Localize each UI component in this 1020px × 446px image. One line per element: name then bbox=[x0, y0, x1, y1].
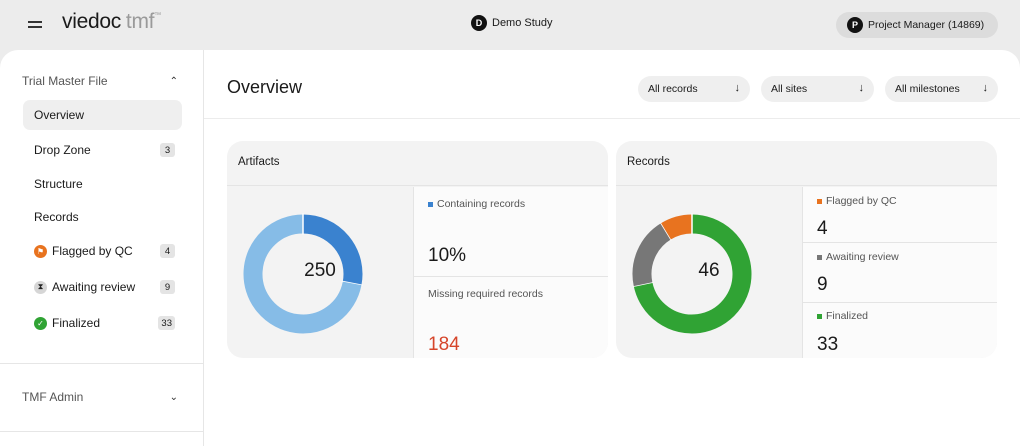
records-donut-gap-0 bbox=[632, 281, 654, 288]
chevron-up-icon[interactable]: ⌃ bbox=[169, 75, 178, 87]
logo-product: tmf bbox=[125, 10, 155, 33]
legend-swatch bbox=[817, 198, 822, 204]
filter-milestones[interactable]: All milestones ↓ bbox=[885, 76, 998, 102]
stat-label-text: Missing required records bbox=[428, 288, 543, 300]
sidebar-item-finalized[interactable]: ✓ Finalized 33 bbox=[23, 308, 182, 338]
sidebar-item-structure[interactable]: Structure bbox=[23, 169, 182, 199]
logo-brand: viedoc bbox=[62, 10, 121, 33]
study-avatar: D bbox=[471, 15, 487, 31]
sidebar-item-label: Awaiting review bbox=[52, 280, 136, 294]
stat-label-text: Finalized bbox=[826, 310, 869, 322]
stat-label: Containing records bbox=[428, 198, 525, 210]
section-title: Trial Master File bbox=[22, 74, 108, 88]
records-stats: Flagged by QC 4 Awaiting review 9 Finali… bbox=[802, 187, 997, 358]
stat-value: 184 bbox=[428, 334, 460, 355]
stat-label: Flagged by QC bbox=[817, 195, 897, 207]
count-badge: 33 bbox=[158, 316, 175, 330]
stat-label: Missing required records bbox=[428, 288, 543, 300]
user-menu[interactable]: P Project Manager (14869) bbox=[836, 12, 998, 38]
stat-value: 10% bbox=[428, 245, 467, 266]
top-bar: viedoc tmf™ D Demo Study P Project Manage… bbox=[0, 0, 1020, 50]
artifacts-stats: Containing records 10% Missing required … bbox=[413, 187, 608, 358]
sidebar: Trial Master File ⌃ Overview Drop Zone 3… bbox=[0, 50, 204, 446]
hourglass-icon: ⧗ bbox=[34, 280, 47, 294]
flag-icon: ⚑ bbox=[34, 244, 47, 258]
filter-sites[interactable]: All sites ↓ bbox=[761, 76, 874, 102]
arrow-down-icon: ↓ bbox=[858, 82, 865, 94]
count-badge: 9 bbox=[160, 280, 175, 294]
arrow-down-icon: ↓ bbox=[734, 82, 741, 94]
filter-label: All sites bbox=[771, 83, 808, 95]
stat-label: Finalized bbox=[817, 310, 868, 322]
study-selector[interactable]: D Demo Study bbox=[471, 15, 553, 31]
sidebar-item-label: Overview bbox=[34, 108, 85, 122]
legend-swatch bbox=[817, 313, 822, 319]
logo-trademark: ™ bbox=[154, 12, 161, 19]
artifacts-donut-segment-1[interactable] bbox=[243, 214, 362, 334]
stat-label: Awaiting review bbox=[817, 251, 899, 263]
sidebar-divider bbox=[0, 431, 203, 432]
stat-label-text: Containing records bbox=[437, 198, 526, 210]
records-donut bbox=[632, 213, 752, 334]
card-title: Artifacts bbox=[227, 141, 608, 186]
stat-label-text: Flagged by QC bbox=[826, 195, 897, 207]
artifacts-donut-segment-0[interactable] bbox=[302, 214, 363, 286]
artifacts-card: Artifacts 250 Containing records 10% Mis… bbox=[227, 141, 608, 358]
stat-containing-records[interactable]: Containing records 10% bbox=[414, 187, 608, 277]
sidebar-item-records[interactable]: Records bbox=[23, 202, 182, 232]
content-area: Overview All records ↓ All sites ↓ All m… bbox=[204, 50, 1020, 446]
main-panel: Trial Master File ⌃ Overview Drop Zone 3… bbox=[0, 50, 1020, 446]
stat-label-text: Awaiting review bbox=[826, 251, 899, 263]
sidebar-item-label: Records bbox=[34, 210, 79, 224]
stat-value: 33 bbox=[817, 334, 839, 355]
records-total: 46 bbox=[698, 260, 720, 281]
card-title: Records bbox=[616, 141, 997, 186]
study-name: Demo Study bbox=[492, 17, 553, 29]
artifacts-donut bbox=[243, 213, 363, 334]
sidebar-item-flagged-by-qc[interactable]: ⚑ Flagged by QC 4 bbox=[23, 236, 182, 266]
header-divider bbox=[204, 118, 1020, 119]
filter-records[interactable]: All records ↓ bbox=[638, 76, 750, 102]
sidebar-item-drop-zone[interactable]: Drop Zone 3 bbox=[23, 135, 182, 165]
user-avatar: P bbox=[847, 17, 863, 33]
stat-missing-required-records[interactable]: Missing required records 184 bbox=[414, 277, 608, 358]
section-tmf-admin[interactable]: TMF Admin ⌄ bbox=[22, 390, 178, 404]
records-donut-segment-1[interactable] bbox=[632, 223, 672, 287]
app-logo[interactable]: viedoc tmf™ bbox=[62, 10, 161, 34]
section-trial-master-file[interactable]: Trial Master File ⌃ bbox=[22, 74, 178, 88]
arrow-down-icon: ↓ bbox=[982, 82, 989, 94]
sidebar-item-label: Drop Zone bbox=[34, 143, 91, 157]
legend-swatch bbox=[428, 201, 433, 207]
sidebar-divider bbox=[0, 363, 203, 364]
records-donut-segment-2[interactable] bbox=[661, 214, 693, 240]
filter-label: All records bbox=[648, 83, 698, 95]
filter-label: All milestones bbox=[895, 83, 960, 95]
records-card: Records 46 Flagged by QC 4 Awaiting revi… bbox=[616, 141, 997, 358]
stat-value: 4 bbox=[817, 218, 828, 239]
chevron-down-icon[interactable]: ⌄ bbox=[169, 391, 178, 403]
count-badge: 3 bbox=[160, 143, 175, 157]
artifacts-total: 250 bbox=[304, 260, 336, 281]
legend-swatch bbox=[817, 254, 822, 260]
artifacts-chart[interactable]: 250 bbox=[227, 187, 413, 358]
section-title: TMF Admin bbox=[22, 390, 84, 404]
user-role: Project Manager (14869) bbox=[868, 19, 985, 31]
sidebar-item-label: Finalized bbox=[52, 316, 101, 330]
stat-value: 9 bbox=[817, 274, 828, 295]
records-chart[interactable]: 46 bbox=[616, 187, 802, 358]
sidebar-item-overview[interactable]: Overview bbox=[23, 100, 182, 130]
count-badge: 4 bbox=[160, 244, 175, 258]
sidebar-item-label: Flagged by QC bbox=[52, 244, 133, 258]
page-title: Overview bbox=[227, 77, 303, 97]
stat-awaiting-review[interactable]: Awaiting review 9 bbox=[803, 243, 997, 303]
records-donut-segment-0[interactable] bbox=[633, 214, 752, 334]
sidebar-item-label: Structure bbox=[34, 177, 83, 191]
stat-flagged-by-qc[interactable]: Flagged by QC 4 bbox=[803, 187, 997, 243]
check-icon: ✓ bbox=[34, 316, 47, 330]
sidebar-item-awaiting-review[interactable]: ⧗ Awaiting review 9 bbox=[23, 272, 182, 302]
stat-finalized[interactable]: Finalized 33 bbox=[803, 303, 997, 358]
menu-icon[interactable] bbox=[28, 18, 42, 28]
